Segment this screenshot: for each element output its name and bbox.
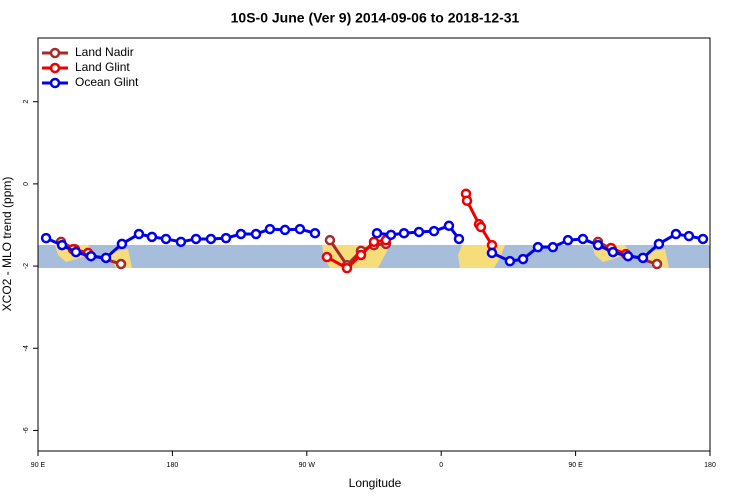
data-point [220, 232, 232, 244]
data-point [653, 238, 665, 250]
y-axis-label: XCO2 - MLO trend (ppm) [0, 177, 14, 312]
x-tick-label: 180 [167, 462, 179, 469]
y-tick-label: 2 [23, 100, 30, 104]
data-point [517, 253, 529, 265]
data-point [355, 249, 367, 261]
data-point [85, 250, 97, 262]
data-point [175, 236, 187, 248]
x-tick-label: 0 [439, 462, 443, 469]
data-point [385, 229, 397, 241]
data-point [279, 224, 291, 236]
x-tick-label: 90 E [568, 462, 583, 469]
data-point [368, 236, 380, 248]
data-point [324, 234, 336, 246]
x-axis-label: Longitude [349, 476, 402, 490]
chart-title: 10S-0 June (Ver 9) 2014-09-06 to 2018-12… [231, 10, 520, 26]
data-point [250, 228, 262, 240]
data-point [577, 233, 589, 245]
data-point [532, 241, 544, 253]
legend-label: Land Nadir [75, 45, 134, 59]
y-tick-label: -6 [23, 427, 30, 433]
data-point [70, 246, 82, 258]
data-point [133, 228, 145, 240]
data-point [264, 223, 276, 235]
data-point [683, 230, 695, 242]
y-tick-label: -2 [23, 263, 30, 269]
data-point [341, 262, 353, 274]
x-tick-label: 180 [704, 462, 716, 469]
data-point [56, 239, 68, 251]
legend-label: Land Glint [75, 60, 130, 74]
data-point [146, 231, 158, 243]
data-point [115, 258, 127, 270]
map-band [38, 245, 710, 268]
data-point [205, 233, 217, 245]
data-point [562, 234, 574, 246]
data-point [100, 252, 112, 264]
data-point [309, 227, 321, 239]
y-tick-label: -4 [23, 345, 30, 351]
data-point [651, 258, 663, 270]
data-point [443, 220, 455, 232]
x-tick-label: 90 W [299, 462, 316, 469]
data-point [428, 225, 440, 237]
data-point [475, 221, 487, 233]
data-point [235, 228, 247, 240]
data-point [413, 226, 425, 238]
legend-marker [49, 77, 61, 89]
data-point [40, 232, 52, 244]
data-point [371, 227, 383, 239]
data-point [190, 233, 202, 245]
data-point [398, 227, 410, 239]
data-point [547, 241, 559, 253]
data-point [160, 233, 172, 245]
data-point [504, 255, 516, 267]
y-tick-label: 0 [23, 182, 30, 186]
data-point [461, 195, 473, 206]
legend-marker [49, 47, 61, 59]
legend-marker [49, 62, 61, 74]
data-point [294, 223, 306, 235]
x-tick-label: 90 E [31, 462, 46, 469]
data-point [670, 228, 682, 240]
data-point [453, 233, 465, 245]
data-point [116, 238, 128, 250]
data-point [622, 250, 634, 262]
plot-frame [37, 37, 711, 452]
legend-label: Ocean Glint [75, 75, 139, 89]
data-point [592, 239, 604, 251]
data-point [637, 252, 649, 264]
data-point [607, 246, 619, 258]
data-point [486, 247, 498, 259]
data-point [321, 251, 333, 263]
data-point [697, 233, 709, 245]
